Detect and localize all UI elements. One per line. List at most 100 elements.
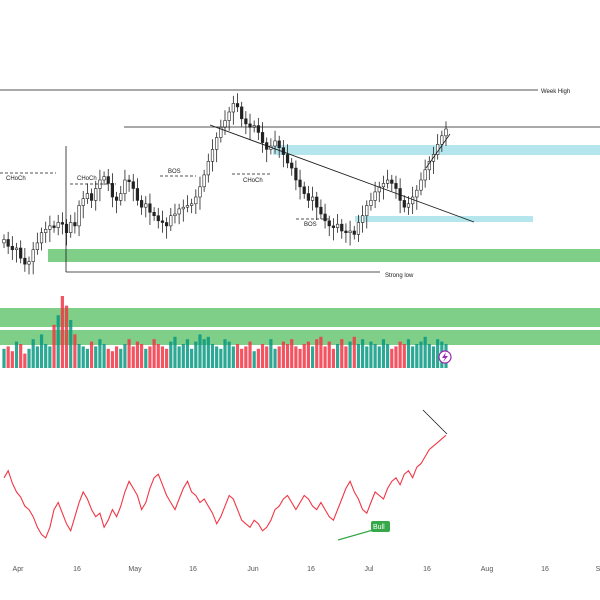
candles-layer <box>2 93 448 275</box>
candle-body <box>277 140 281 148</box>
candle-body <box>131 181 135 189</box>
candle-body <box>19 247 23 259</box>
lightning-icon[interactable] <box>438 350 452 364</box>
candle-body <box>227 111 231 121</box>
candle-body <box>223 120 227 128</box>
candle-body <box>365 205 369 216</box>
candle-body <box>48 225 52 230</box>
candle-body <box>315 196 319 208</box>
volume-bar <box>235 344 240 368</box>
candle-body <box>77 205 81 227</box>
strong-low-label: Strong low <box>385 273 414 279</box>
volume-bar <box>252 351 256 368</box>
volume-bar <box>431 346 436 368</box>
x-axis: Apr 16 May 16 Jun 16 Jul 16 Aug 16 S <box>13 566 600 573</box>
volume-bar <box>77 344 81 368</box>
candle-body <box>361 215 365 223</box>
lines-layer <box>0 89 600 273</box>
volume-bar <box>277 346 281 368</box>
volume-bar <box>39 334 44 368</box>
x-axis-tick-label: 16 <box>541 566 549 573</box>
volume-bar <box>81 346 85 368</box>
volume-bar <box>285 344 290 368</box>
volume-bar <box>386 344 390 368</box>
candle-body <box>39 232 44 244</box>
candle-body <box>273 140 277 147</box>
candle-body <box>81 198 85 206</box>
volume-bar <box>335 344 340 368</box>
volume-bar <box>102 344 106 368</box>
volume-bar <box>60 296 64 368</box>
candle-body <box>335 223 340 228</box>
candle-body <box>52 225 56 228</box>
candle-body <box>423 169 427 181</box>
bos-label-2: BOS <box>304 222 317 228</box>
candle-body <box>373 191 377 201</box>
x-axis-tick-label: 16 <box>189 566 197 573</box>
volume-bar <box>419 341 423 368</box>
candle-body <box>110 183 115 198</box>
volume-bar <box>10 351 14 368</box>
candle-body <box>135 188 140 201</box>
volume-bar <box>14 341 19 368</box>
volume-bar <box>273 348 277 368</box>
volume-bar <box>315 339 319 368</box>
volume-bar <box>381 339 386 368</box>
candle-body <box>331 225 336 228</box>
volume-bar <box>260 344 265 368</box>
volume-bar <box>240 348 244 368</box>
candle-body <box>340 223 344 232</box>
candle-body <box>369 200 373 206</box>
candle-body <box>386 179 390 184</box>
volume-bar <box>319 336 323 368</box>
support-zone <box>48 249 600 262</box>
volume-bar <box>52 324 56 368</box>
candle-body <box>319 206 323 215</box>
volume-bar <box>106 348 110 368</box>
candle-body <box>144 203 148 208</box>
bos-label-1: BOS <box>168 169 181 175</box>
volume-bar <box>98 339 102 368</box>
volume-bar <box>194 341 198 368</box>
x-axis-tick-label: Apr <box>13 566 25 573</box>
volume-bar <box>231 346 235 368</box>
candle-body <box>235 103 240 108</box>
volume-bar <box>127 339 131 368</box>
candle-body <box>165 222 169 227</box>
candle-body <box>160 220 165 223</box>
candle-body <box>202 174 206 188</box>
volume-bar <box>73 334 77 368</box>
candle-body <box>6 239 10 247</box>
volume-bar <box>390 348 394 368</box>
candle-body <box>298 179 302 188</box>
volume-bar <box>114 346 119 368</box>
demand-zone <box>355 216 533 222</box>
volume-bar <box>265 346 269 368</box>
volume-bar <box>365 346 369 368</box>
volume-bar <box>219 348 223 368</box>
candle-body <box>69 222 73 233</box>
volume-bar <box>402 344 406 368</box>
candle-body <box>94 188 98 201</box>
volume-bar <box>256 348 260 368</box>
volume-bar <box>148 346 152 368</box>
volume-bar <box>110 351 115 368</box>
rally-line <box>425 133 451 169</box>
volume-bar <box>190 348 194 368</box>
volume-bar <box>436 339 440 368</box>
candle-body <box>190 203 194 206</box>
candle-body <box>169 215 173 227</box>
candle-body <box>44 229 48 234</box>
candle-body <box>123 179 127 194</box>
volume-bar <box>160 346 165 368</box>
volume-bar <box>64 305 69 368</box>
volume-bar <box>173 336 177 368</box>
x-axis-tick-label: Jul <box>365 566 374 573</box>
volume-bar <box>290 339 294 368</box>
volume-bar <box>44 344 48 368</box>
volume-bar <box>94 346 98 368</box>
volume-bar <box>89 341 94 368</box>
volume-bar <box>411 346 415 368</box>
x-axis-tick-label: May <box>128 566 142 573</box>
